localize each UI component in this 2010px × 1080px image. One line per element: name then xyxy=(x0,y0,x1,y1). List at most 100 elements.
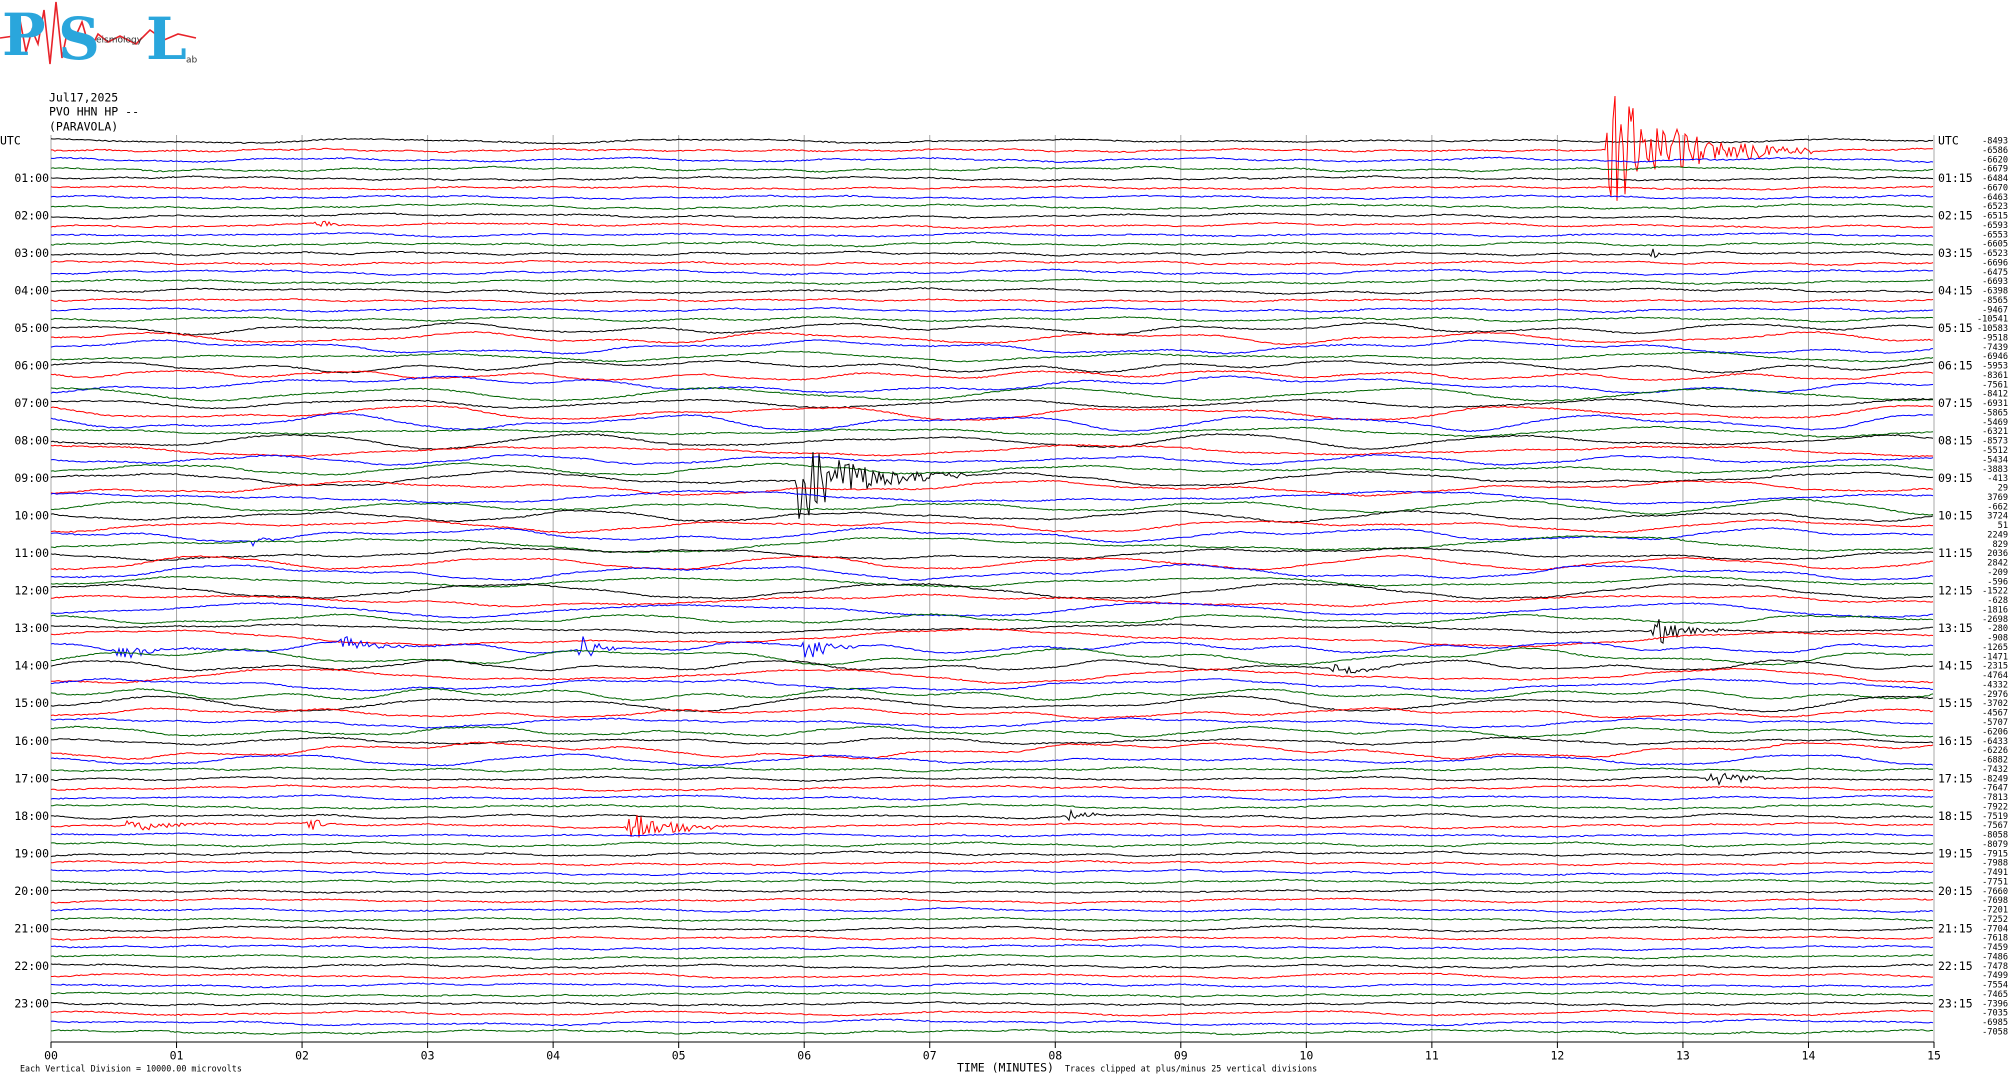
trace xyxy=(50,350,1934,363)
trace-offset: -4567 xyxy=(1982,709,2008,719)
trace-offset: -7519 xyxy=(1982,812,2008,822)
right-hour-label: 16:15 xyxy=(1938,734,1973,748)
logo-letter: S xyxy=(58,5,100,73)
trace-offset: -7567 xyxy=(1982,821,2008,831)
trace-offset: -8079 xyxy=(1982,840,2008,850)
left-hour-label: 14:00 xyxy=(14,659,49,673)
trace-offset: -662 xyxy=(1987,502,2008,512)
x-axis-title: TIME (MINUTES) xyxy=(957,1061,1054,1075)
trace-offset: -10541 xyxy=(1977,315,2008,325)
trace xyxy=(50,707,1934,719)
trace xyxy=(50,339,1934,355)
trace-offset: -6882 xyxy=(1982,756,2008,766)
trace-offset: -7439 xyxy=(1982,343,2008,353)
right-hour-label: UTC xyxy=(1938,134,1959,148)
trace-offset: -5865 xyxy=(1982,408,2008,418)
right-hour-label: 12:15 xyxy=(1938,584,1973,598)
trace xyxy=(50,297,1934,303)
trace xyxy=(50,753,1934,767)
trace xyxy=(50,695,1934,713)
right-hour-label: 07:15 xyxy=(1938,396,1973,410)
right-hour-label: 17:15 xyxy=(1938,771,1973,785)
trace xyxy=(50,489,1934,505)
trace-offset: -6206 xyxy=(1982,727,2008,737)
trace-offset: -6586 xyxy=(1982,146,2008,156)
trace xyxy=(51,943,1934,952)
trace xyxy=(50,582,1934,600)
trace xyxy=(50,677,1933,693)
trace-offset: -5953 xyxy=(1982,362,2008,372)
left-hour-label: 19:00 xyxy=(14,846,49,860)
trace-offset: -3883 xyxy=(1982,465,2008,475)
trace-offset: -6593 xyxy=(1982,221,2008,231)
trace xyxy=(50,808,1934,822)
x-tick-label: 11 xyxy=(1425,1049,1439,1063)
trace-offset: -6693 xyxy=(1982,277,2008,287)
trace-offset: -2976 xyxy=(1982,690,2008,700)
trace-offset: -6463 xyxy=(1982,193,2008,203)
x-tick-label: 01 xyxy=(170,1049,184,1063)
scale-note: Each Vertical Division = 10000.00 microv… xyxy=(20,1064,242,1074)
trace-offset: -9467 xyxy=(1982,305,2008,315)
trace xyxy=(50,1009,1934,1017)
trace xyxy=(50,387,1933,402)
trace-offset: 2842 xyxy=(1987,559,2008,569)
left-hour-label: 18:00 xyxy=(14,809,49,823)
left-hour-label: 07:00 xyxy=(14,396,49,410)
right-hour-label: 20:15 xyxy=(1938,884,1973,898)
trace xyxy=(51,593,1934,608)
left-hour-label: 20:00 xyxy=(14,884,49,898)
header-station: PVO HHN HP -- xyxy=(49,105,139,119)
trace-offset: -908 xyxy=(1987,634,2008,644)
right-hour-label: 08:15 xyxy=(1938,434,1973,448)
right-hour-label: 15:15 xyxy=(1938,696,1973,710)
trace xyxy=(50,194,1934,201)
trace-offset: 29 xyxy=(1998,484,2008,494)
trace-offset: -5512 xyxy=(1982,446,2008,456)
trace xyxy=(50,741,1934,761)
trace xyxy=(50,462,1934,476)
trace xyxy=(50,850,1934,858)
trace xyxy=(50,613,1934,625)
x-tick-label: 06 xyxy=(797,1049,811,1063)
trace xyxy=(50,725,1934,738)
trace-offset: -9518 xyxy=(1982,333,2008,343)
right-hour-label: 06:15 xyxy=(1938,359,1973,373)
trace-offset: -7035 xyxy=(1982,1009,2008,1019)
trace xyxy=(50,425,1934,438)
x-tick-label: 02 xyxy=(295,1049,309,1063)
trace xyxy=(50,602,1933,619)
right-hour-label: 22:15 xyxy=(1938,959,1973,973)
trace xyxy=(50,647,1933,666)
trace xyxy=(50,535,1934,554)
trace-offset: -7465 xyxy=(1982,990,2008,1000)
left-hour-label: 09:00 xyxy=(14,471,49,485)
left-hour-label: 06:00 xyxy=(14,359,49,373)
trace xyxy=(50,736,1934,746)
trace xyxy=(51,803,1934,811)
left-hour-label: 03:00 xyxy=(14,246,49,260)
right-hour-label: 10:15 xyxy=(1938,509,1973,523)
trace-offset: 51 xyxy=(1998,521,2008,531)
trace xyxy=(50,659,1934,675)
header-date: Jul17,2025 xyxy=(49,91,118,105)
trace xyxy=(50,878,1934,885)
left-hour-label: 23:00 xyxy=(14,996,49,1010)
trace xyxy=(51,935,1934,942)
left-hour-label: 10:00 xyxy=(14,509,49,523)
trace xyxy=(50,451,1934,519)
trace xyxy=(50,412,1934,433)
trace-offset: -8565 xyxy=(1982,296,2008,306)
x-tick-label: 10 xyxy=(1299,1049,1313,1063)
trace xyxy=(50,1028,1934,1036)
x-tick-label: 00 xyxy=(44,1049,58,1063)
trace-offset: -10583 xyxy=(1977,324,2008,334)
trace-offset: -8058 xyxy=(1982,831,2008,841)
trace-offset: -7698 xyxy=(1982,896,2008,906)
logo-word: eismology xyxy=(96,36,143,46)
trace-offset: -7751 xyxy=(1982,877,2008,887)
trace xyxy=(50,794,1934,801)
trace xyxy=(50,316,1934,323)
left-hour-label: 13:00 xyxy=(14,621,49,635)
trace-offset: -7486 xyxy=(1982,952,2008,962)
